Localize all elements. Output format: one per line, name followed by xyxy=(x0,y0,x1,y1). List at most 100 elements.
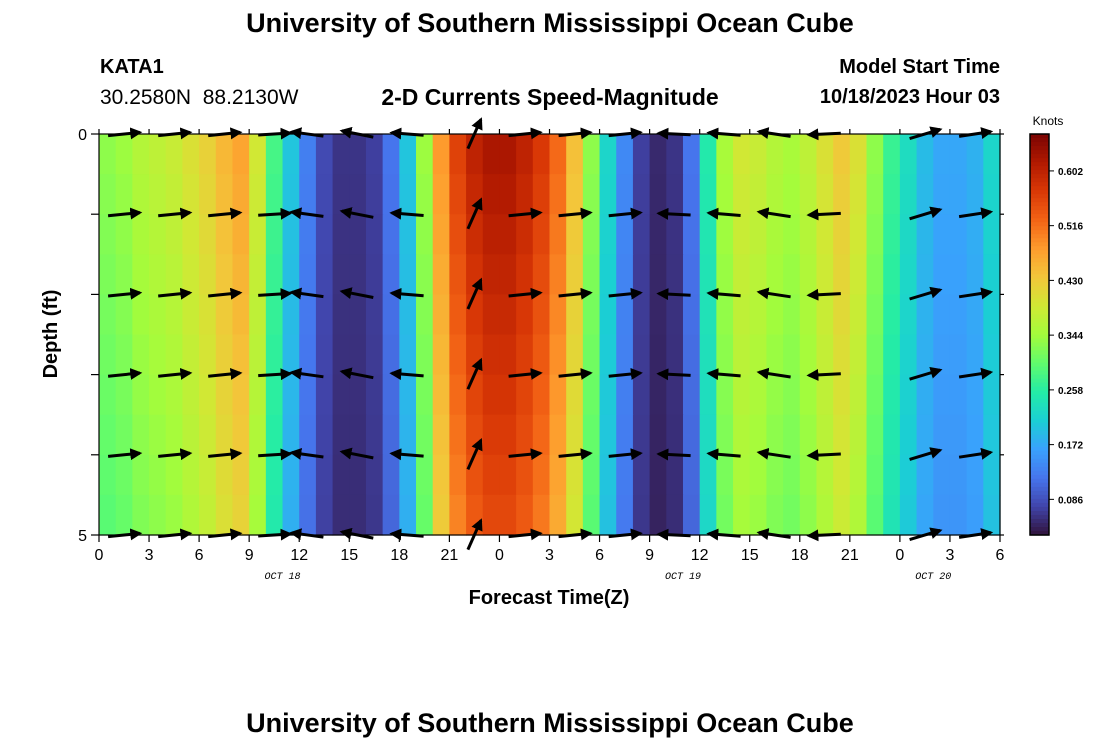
colorbar-swatch xyxy=(1030,146,1049,151)
heatmap-cell xyxy=(949,174,968,215)
x-tick-label: 18 xyxy=(390,547,408,564)
colorbar-swatch xyxy=(1030,530,1049,536)
heatmap-cell xyxy=(265,334,284,376)
heatmap-cell xyxy=(866,214,884,255)
heatmap-cell xyxy=(699,454,717,496)
heatmap-cell xyxy=(516,254,534,295)
heatmap-cell xyxy=(549,414,567,456)
heatmap-cell xyxy=(516,134,534,175)
heatmap-cell xyxy=(115,414,133,456)
colorbar-swatch xyxy=(1030,390,1049,396)
colorbar-swatch xyxy=(1030,230,1049,235)
heatmap-cells xyxy=(99,134,1001,536)
heatmap-cell xyxy=(399,254,417,295)
heatmap-cell xyxy=(966,134,984,175)
x-tick-label: 9 xyxy=(245,547,254,564)
heatmap-cell xyxy=(282,134,300,175)
heatmap-cell xyxy=(482,174,501,215)
heatmap-cell xyxy=(783,254,801,295)
heatmap-cell xyxy=(682,494,701,536)
colorbar-tick-label: 0.172 xyxy=(1058,441,1083,452)
heatmap-cell xyxy=(182,294,200,336)
current-vector-arrow xyxy=(958,447,994,460)
heatmap-cell xyxy=(949,254,968,295)
heatmap-cell xyxy=(616,214,634,255)
heatmap-cell xyxy=(916,334,934,376)
heatmap-cell xyxy=(933,414,951,456)
heatmap-cell xyxy=(149,294,167,336)
colorbar-swatch xyxy=(1030,154,1049,159)
heatmap-cell xyxy=(149,494,167,536)
heatmap-cell xyxy=(199,414,217,456)
heatmap-cell xyxy=(532,374,551,416)
heatmap-cell xyxy=(682,414,701,456)
current-vector-arrow xyxy=(107,367,143,380)
heatmap-cell xyxy=(499,134,517,175)
heatmap-cell xyxy=(466,134,484,175)
heatmap-cell xyxy=(499,454,517,496)
heatmap-cell xyxy=(449,214,467,255)
current-vector-arrow xyxy=(466,197,483,230)
heatmap-cell xyxy=(199,334,217,376)
heatmap-cell xyxy=(899,374,918,416)
heatmap-cell xyxy=(766,414,784,456)
colorbar-swatch xyxy=(1030,422,1049,428)
heatmap-cell xyxy=(416,494,434,536)
heatmap-cell xyxy=(733,214,751,255)
heatmap-cell xyxy=(682,374,701,416)
heatmap-cell xyxy=(966,454,984,496)
heatmap-cell xyxy=(232,254,250,295)
heatmap-cell xyxy=(449,334,467,376)
colorbar-tick-label: 0.516 xyxy=(1058,222,1083,233)
heatmap-cell xyxy=(866,494,884,536)
heatmap-cell xyxy=(766,174,784,215)
current-vector-arrow xyxy=(608,207,643,220)
heatmap-cell xyxy=(566,294,584,336)
heatmap-cell xyxy=(799,174,818,215)
colorbar-swatch xyxy=(1030,374,1049,380)
heatmap-cell xyxy=(516,174,534,215)
heatmap-cell xyxy=(449,254,467,295)
colorbar-swatch xyxy=(1030,306,1049,312)
heatmap-cell xyxy=(916,174,934,215)
heatmap-cell xyxy=(649,454,667,496)
colorbar-tick-label: 0.602 xyxy=(1058,167,1083,178)
heatmap-cell xyxy=(315,214,334,255)
heatmap-cell xyxy=(132,294,150,336)
current-vector-arrow xyxy=(508,448,543,461)
current-vector-arrow xyxy=(208,207,243,220)
heatmap-cell xyxy=(115,374,133,416)
heatmap-cell xyxy=(682,214,701,255)
heatmap-cell xyxy=(365,214,384,255)
heatmap-cell xyxy=(466,454,484,496)
heatmap-cell xyxy=(799,414,818,456)
heatmap-cell xyxy=(833,494,851,536)
heatmap-cell xyxy=(899,414,918,456)
heatmap-cell xyxy=(199,374,217,416)
current-vector-arrow xyxy=(508,367,543,380)
colorbar-swatch xyxy=(1030,378,1049,384)
heatmap-cell xyxy=(833,374,851,416)
heatmap-cell xyxy=(432,454,450,496)
heatmap-cell xyxy=(332,134,350,175)
heatmap-cell xyxy=(499,174,517,215)
heatmap-cell xyxy=(766,494,784,536)
heatmap-cell xyxy=(399,174,417,215)
heatmap-cell xyxy=(682,454,701,496)
heatmap-cell xyxy=(549,294,567,336)
heatmap-cell xyxy=(516,294,534,336)
heatmap-cell xyxy=(666,214,684,255)
current-vector-arrow xyxy=(339,287,374,300)
heatmap-cell xyxy=(716,454,734,496)
colorbar-swatch xyxy=(1030,218,1049,223)
heatmap-cell xyxy=(816,134,834,175)
heatmap-cell xyxy=(165,414,184,456)
heatmap-cell xyxy=(482,334,501,376)
heatmap-cell xyxy=(582,254,601,295)
heatmap-cell xyxy=(99,134,117,175)
heatmap-cell xyxy=(466,214,484,255)
heatmap-cell xyxy=(149,374,167,416)
heatmap-cell xyxy=(799,294,818,336)
heatmap-cell xyxy=(866,454,884,496)
heatmap-cell xyxy=(382,414,400,456)
